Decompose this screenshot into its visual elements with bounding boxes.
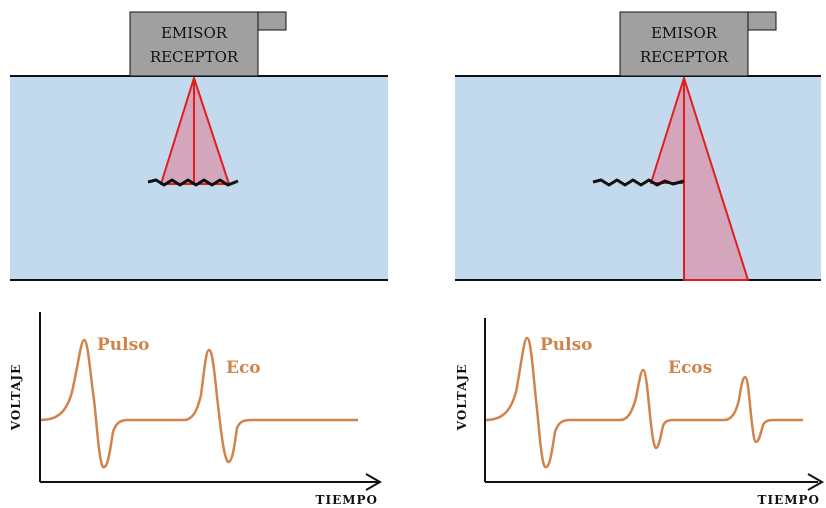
right-defect-crack	[592, 178, 685, 187]
right-panel: EMISOR RECEPTOR Pulso Ecos VOLTAJE TIEMP…	[455, 11, 825, 507]
left-transducer-body	[129, 11, 259, 77]
left-y-axis-label: VOLTAJE	[9, 364, 23, 431]
left-x-axis-arrowhead	[365, 473, 383, 491]
right-material-block	[455, 76, 821, 280]
right-signal-trace	[484, 336, 803, 469]
right-x-axis-arrowhead	[807, 473, 825, 491]
right-x-axis-label: TIEMPO	[758, 493, 820, 507]
left-transducer: EMISOR RECEPTOR	[129, 11, 287, 77]
left-transducer-label-line1: EMISOR	[161, 24, 228, 42]
right-signal-plot: Pulso Ecos VOLTAJE TIEMPO	[455, 318, 825, 507]
right-echo-label: Ecos	[668, 358, 712, 378]
left-signal-trace	[39, 338, 358, 469]
left-x-axis-label: TIEMPO	[316, 493, 378, 507]
left-echo-label: Eco	[226, 358, 261, 378]
left-signal-plot: Pulso Eco VOLTAJE TIEMPO	[9, 312, 383, 507]
right-transducer: EMISOR RECEPTOR	[619, 11, 777, 77]
right-transducer-label-line1: EMISOR	[651, 24, 718, 42]
right-beam	[650, 77, 749, 281]
left-pulse-label: Pulso	[97, 335, 150, 355]
right-transducer-label-line2: RECEPTOR	[640, 48, 729, 66]
right-transducer-body	[619, 11, 749, 77]
right-y-axis-label: VOLTAJE	[455, 364, 469, 431]
right-pulse-label: Pulso	[540, 335, 593, 355]
left-defect-crack	[147, 178, 239, 187]
right-transducer-connector	[747, 11, 777, 31]
left-transducer-label-line2: RECEPTOR	[150, 48, 239, 66]
left-panel: EMISOR RECEPTOR Pulso Eco VOLTAJE TIEMPO	[9, 11, 388, 507]
left-transducer-connector	[257, 11, 287, 31]
